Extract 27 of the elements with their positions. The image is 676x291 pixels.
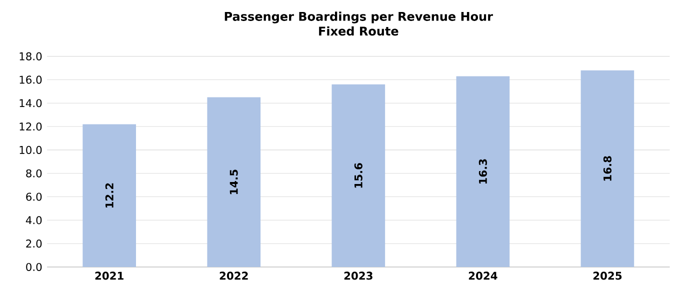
bar [580,70,634,267]
y-tick-label: 6.0 [26,192,42,201]
chart-subtitle: Fixed Route [319,26,398,36]
chart-title: Passenger Boardings per Revenue Hour [224,12,493,24]
x-tick-label: 2022 [220,272,248,280]
data-label: 16.8 [603,156,612,181]
y-tick-label: 14.0 [20,99,42,108]
y-tick-label: 0.0 [26,262,42,272]
x-tick-label: 2025 [593,272,622,280]
y-tick-label: 8.0 [26,169,42,178]
x-tick-label: 2024 [468,272,498,280]
bar [207,97,261,267]
bar [456,76,510,267]
x-tick-label: 2023 [344,272,372,280]
y-tick-label: 18.0 [20,52,42,60]
y-tick-label: 2.0 [26,240,42,248]
bar [332,84,386,267]
y-tick-label: 12.0 [20,122,42,131]
y-tick-label: 16.0 [20,76,42,84]
data-label: 14.5 [230,170,238,194]
bar [82,124,136,267]
x-tick-label: 2021 [95,272,124,280]
data-label: 16.3 [478,159,487,184]
data-label: 15.6 [354,163,362,188]
data-label: 12.2 [105,183,114,208]
y-tick-label: 10.0 [20,146,42,154]
y-tick-label: 4.0 [26,216,42,224]
